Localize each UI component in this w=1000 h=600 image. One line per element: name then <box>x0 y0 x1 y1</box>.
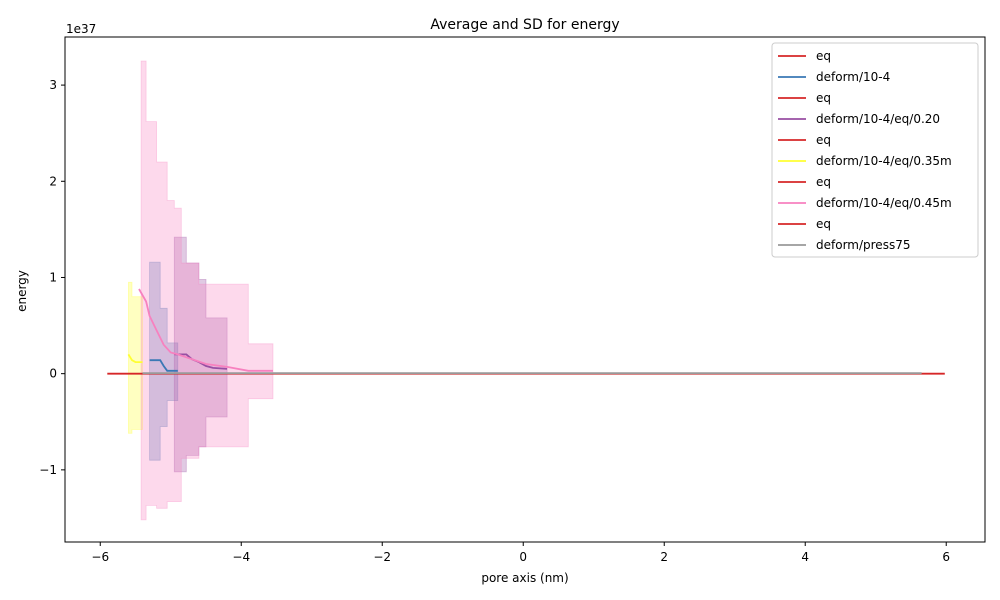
y-axis-title: energy <box>15 270 29 312</box>
legend: eq deform/10-4 eq deform/10-4/eq/0.20 eq defo… <box>771 42 979 258</box>
sd-bands <box>128 60 274 521</box>
chart-title: Average and SD for energy <box>430 17 619 33</box>
legend-label: eq <box>816 217 831 231</box>
x-axis-title: pore axis (nm) <box>481 571 568 585</box>
y-tick-label: 2 <box>49 174 57 188</box>
y-tick-label: 1 <box>49 270 57 284</box>
plot-frame <box>64 36 986 543</box>
y-axis: −1 0 1 2 3 <box>39 78 65 477</box>
sd-band-1 <box>149 261 179 461</box>
sd-band-5 <box>128 281 143 434</box>
legend-label: deform/10-4/eq/0.35m <box>816 154 952 168</box>
legend-frame <box>771 42 979 258</box>
x-tick-label: 4 <box>801 550 809 564</box>
series-lines <box>107 288 945 375</box>
sd-band-3 <box>173 236 228 473</box>
legend-label: deform/10-4/eq/0.45m <box>816 196 952 210</box>
legend-label: deform/10-4 <box>816 70 890 84</box>
y-tick-label: 0 <box>49 367 57 381</box>
x-tick-label: −6 <box>91 550 109 564</box>
x-axis: −6 −4 −2 0 2 4 6 <box>91 542 950 564</box>
series-line-1 <box>149 359 178 372</box>
legend-label: eq <box>816 133 831 147</box>
series-line-5 <box>127 353 143 364</box>
x-tick-label: 2 <box>660 550 668 564</box>
legend-label: eq <box>816 49 831 63</box>
y-tick-label: −1 <box>39 463 57 477</box>
y-scale-label: 1e37 <box>66 22 96 36</box>
legend-label: eq <box>816 175 831 189</box>
x-tick-label: 6 <box>942 550 950 564</box>
legend-label: eq <box>816 91 831 105</box>
legend-label: deform/10-4/eq/0.20 <box>816 112 940 126</box>
sd-band-7 <box>140 60 274 521</box>
legend-label: deform/press75 <box>816 238 910 252</box>
x-tick-label: −2 <box>373 550 391 564</box>
series-line-7 <box>138 288 273 372</box>
x-tick-label: 0 <box>519 550 527 564</box>
x-tick-label: −4 <box>232 550 250 564</box>
y-tick-label: 3 <box>49 78 57 92</box>
